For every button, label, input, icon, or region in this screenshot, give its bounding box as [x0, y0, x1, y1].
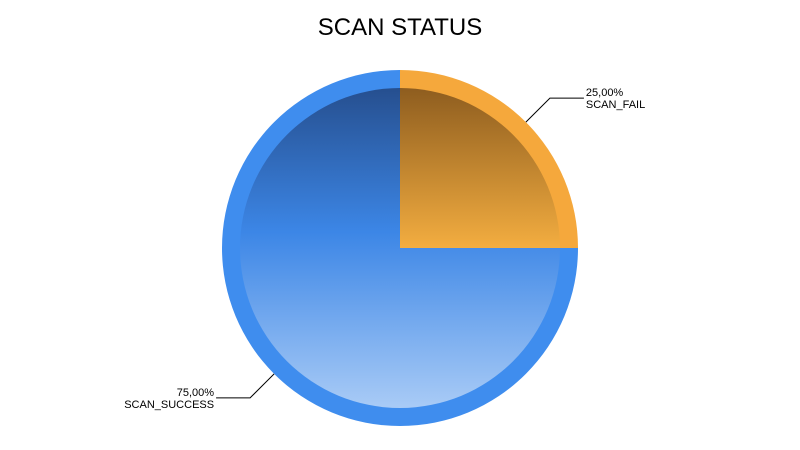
leader-line-scan-fail: [525, 97, 584, 123]
slice-percent-label-scan-success: 75,00%: [177, 387, 215, 399]
pie-slice-inner-scan-success: [240, 88, 560, 408]
slice-name-label-scan-success: SCAN_SUCCESS: [124, 399, 214, 411]
slice-percent-label-scan-fail: 25,00%: [586, 87, 624, 99]
pie-slice-inner-scan-fail: [400, 88, 560, 248]
chart-title: SCAN STATUS: [317, 14, 483, 41]
slice-name-label-scan-fail: SCAN_FAIL: [586, 99, 645, 111]
leader-line-scan-success: [216, 373, 275, 399]
